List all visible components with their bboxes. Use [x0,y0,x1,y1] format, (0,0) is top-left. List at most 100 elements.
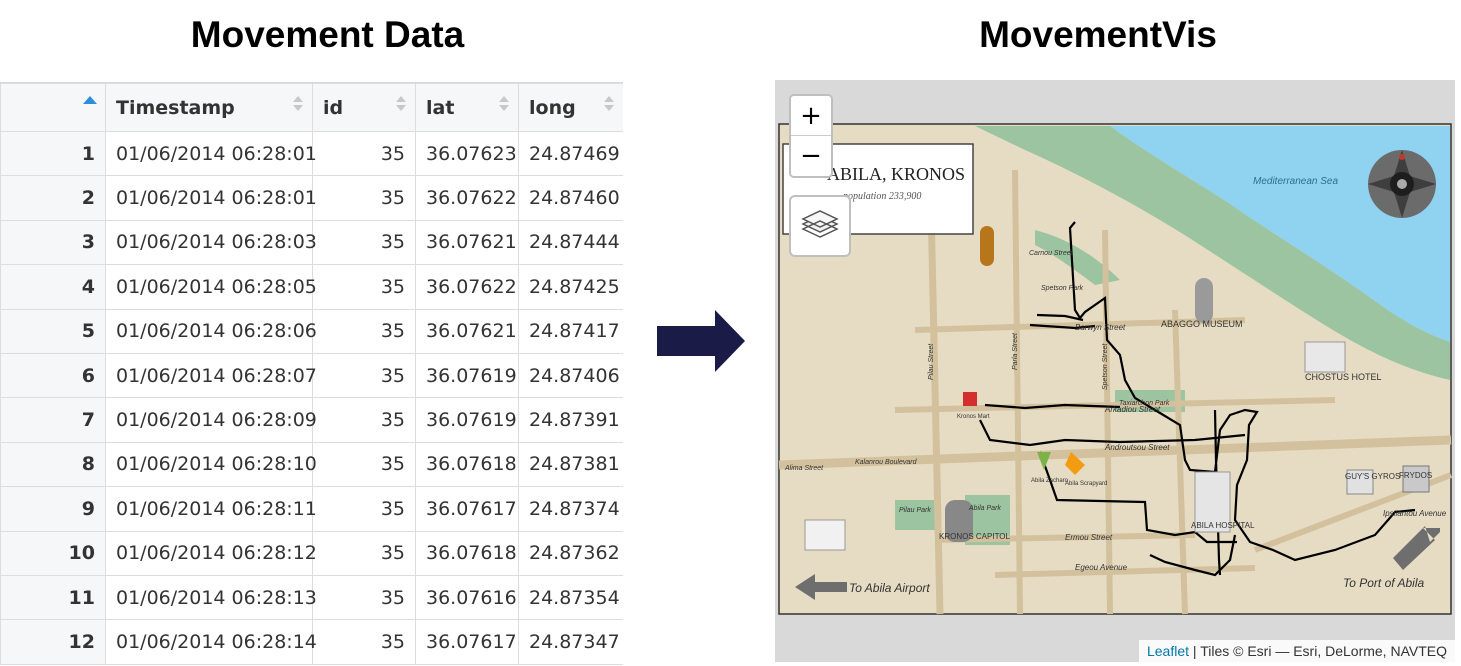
id-cell: 35 [312,530,416,576]
sort-icon [604,96,614,116]
table-row[interactable]: 11 01/06/2014 06:28:13 35 36.07616 24.87354 [0,574,623,621]
long-cell: 24.87347 [518,619,623,665]
long-cell: 24.87406 [518,352,623,399]
table-row[interactable]: 3 01/06/2014 06:28:03 35 36.07621 24.87444 [0,219,623,266]
table-row[interactable]: 6 01/06/2014 06:28:07 35 36.07619 24.87406 [0,352,623,399]
guys-gyros-label: GUY'S GYROS [1345,472,1400,481]
title-card-text: ABILA, KRONOS [827,164,965,184]
carnou-street-label: Carnou Street [1029,250,1074,257]
column-header-label: Timestamp [116,96,235,119]
sea-label: Mediterranean Sea [1253,176,1338,187]
column-header-long[interactable]: long [518,83,623,132]
row-number-cell: 7 [0,397,106,443]
spetson-street-label: Spetson Street [1102,343,1109,390]
capitol-icon [945,500,973,542]
id-cell: 35 [312,619,416,665]
long-cell: 24.87469 [518,130,623,177]
long-cell: 24.87354 [518,574,623,621]
abila-park-label: Abila Park [968,505,1001,512]
map-spetson-park [1035,230,1120,285]
androutsou-street-label: Androutsou Street [1104,443,1170,452]
sort-ascending-icon [83,96,97,104]
table-row[interactable]: 12 01/06/2014 06:28:14 35 36.07617 24.87347 [0,619,623,665]
column-header-label: id [323,96,344,119]
column-header-id[interactable]: id [312,83,416,132]
id-cell: 35 [312,175,416,221]
kalanrou-boulevard-label: Kalanrou Boulevard [855,459,918,466]
map-coastal-park [975,126,1450,380]
timestamp-cell: 01/06/2014 06:28:09 [105,397,317,443]
airplane-icon [804,519,846,551]
zoom-in-button[interactable]: + [791,96,831,136]
lat-cell: 36.07616 [415,574,519,621]
long-cell: 24.87381 [518,441,623,488]
column-header-timestamp[interactable]: Timestamp [105,83,313,132]
taxiarchon-park-label: Taxiarchon Park [1119,400,1170,407]
column-header-lat[interactable]: lat [415,83,519,132]
arkadiou-street-label: Arkadiou Street [1104,405,1161,414]
spetson-park-label: Spetson Park [1041,285,1084,292]
row-number-cell: 12 [0,619,106,665]
map-sea [1110,126,1450,342]
layers-icon [801,210,839,238]
port-arrow-icon [1393,526,1440,570]
lat-cell: 36.07619 [415,352,519,399]
table-row[interactable]: 10 01/06/2014 06:28:12 35 36.07618 24.87362 [0,530,623,576]
capitol-label: KRONOS CAPITOL [939,532,1011,541]
timestamp-cell: 01/06/2014 06:28:12 [105,530,317,576]
attribution-text: | Tiles © Esri — Esri, DeLorme, NAVTEQ [1189,643,1447,659]
movement-data-table-container: Timestamp id lat long 1 01/06/2014 06:28:… [0,82,623,666]
table-row[interactable]: 1 01/06/2014 06:28:01 35 36.07623 24.87469 [0,130,623,177]
long-cell: 24.87374 [518,486,623,532]
hotel-label: CHOSTUS HOTEL [1305,372,1382,382]
ermou-street-label: Ermou Street [1065,533,1113,542]
table-row[interactable]: 2 01/06/2014 06:28:01 35 36.07622 24.87460 [0,175,623,221]
movement-data-title: Movement Data [190,14,465,55]
lat-cell: 36.07622 [415,175,519,221]
id-cell: 35 [312,264,416,310]
long-cell: 24.87460 [518,175,623,221]
movement-data-table: Timestamp id lat long 1 01/06/2014 06:28:… [0,83,623,665]
title-card-subtitle: population 233,900 [842,191,921,202]
timestamp-cell: 01/06/2014 06:28:11 [105,486,317,532]
frydos-label: FRYDOS [1399,471,1432,480]
timestamp-cell: 01/06/2014 06:28:01 [105,175,317,221]
lat-cell: 36.07617 [415,619,519,665]
layers-control-button[interactable] [789,195,851,257]
row-number-cell: 11 [0,574,106,621]
table-row[interactable]: 7 01/06/2014 06:28:09 35 36.07619 24.87391 [0,397,623,443]
table-row[interactable]: 9 01/06/2014 06:28:11 35 36.07617 24.87374 [0,486,623,532]
kronos-mart-label: Kronos Mart [957,414,990,420]
long-cell: 24.87444 [518,219,623,266]
map-pilau-park [895,500,935,530]
column-header-rownum[interactable] [0,83,106,132]
pilau-street-label: Pilau Street [928,343,935,380]
timestamp-cell: 01/06/2014 06:28:13 [105,574,317,621]
lat-cell: 36.07623 [415,130,519,177]
table-row[interactable]: 8 01/06/2014 06:28:10 35 36.07618 24.87381 [0,441,623,488]
ipsilantou-avenue-label: Ipsilantou Avenue [1383,509,1447,518]
row-number-cell: 10 [0,530,106,576]
row-number-cell: 1 [0,130,106,177]
row-number-cell: 9 [0,486,106,532]
table-row[interactable]: 5 01/06/2014 06:28:06 35 36.07621 24.87417 [0,308,623,354]
hospital-icon [1194,471,1231,533]
id-cell: 35 [312,574,416,621]
alima-street-label: Alima Street [784,465,824,472]
leaflet-link[interactable]: Leaflet [1146,643,1190,659]
pilau-park-label: Pilau Park [899,507,931,514]
table-row[interactable]: 4 01/06/2014 06:28:05 35 36.07622 24.87425 [0,264,623,310]
airport-label: To Abila Airport [849,581,930,595]
guys-gyros-icon [1346,469,1374,495]
timestamp-cell: 01/06/2014 06:28:06 [105,308,317,354]
row-number-cell: 4 [0,264,106,310]
zoom-out-button[interactable]: − [791,136,831,176]
timestamp-cell: 01/06/2014 06:28:01 [105,130,317,177]
row-number-cell: 6 [0,352,106,399]
id-cell: 35 [312,130,416,177]
row-number-cell: 2 [0,175,106,221]
row-number-cell: 8 [0,441,106,488]
map-container[interactable]: ABILA, KRONOS population 233,900 Mediter… [775,80,1455,662]
lat-cell: 36.07621 [415,308,519,354]
map-tiles[interactable]: ABILA, KRONOS population 233,900 Mediter… [775,80,1455,662]
